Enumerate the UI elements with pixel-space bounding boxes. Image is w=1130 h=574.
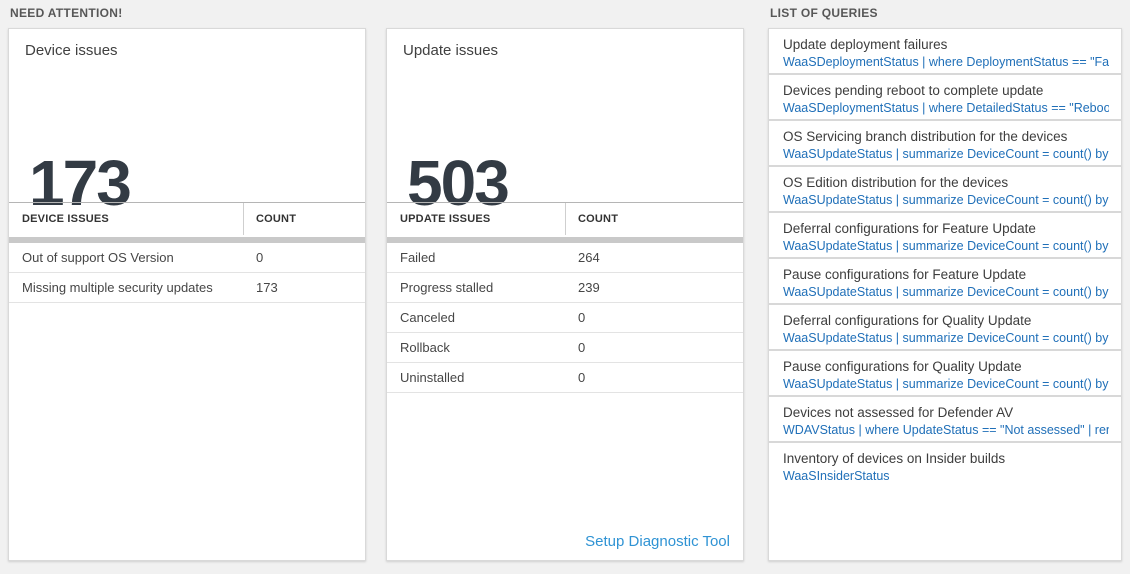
column-header-count: COUNT: [256, 213, 297, 225]
device-issues-tile[interactable]: Device issues 173 DEVICE ISSUES COUNT Ou…: [8, 28, 366, 561]
device-issues-table: DEVICE ISSUES COUNT Out of support OS Ve…: [9, 202, 365, 303]
table-scrollbar[interactable]: [9, 237, 365, 243]
query-text[interactable]: WaaSDeploymentStatus | where DetailedSta…: [783, 101, 1109, 115]
issue-count: 173: [256, 280, 278, 295]
query-text[interactable]: WaaSInsiderStatus: [783, 469, 890, 483]
table-row[interactable]: Out of support OS Version 0: [9, 243, 365, 273]
issue-label: Canceled: [400, 310, 455, 325]
update-issues-total: 503: [407, 147, 510, 219]
column-header-update-issues: UPDATE ISSUES: [387, 203, 566, 235]
table-row[interactable]: Rollback 0: [387, 333, 743, 363]
query-title: Update deployment failures: [783, 37, 948, 52]
query-text[interactable]: WDAVStatus | where UpdateStatus == "Not …: [783, 423, 1109, 437]
query-item-deferral-feature-update[interactable]: Deferral configurations for Feature Upda…: [769, 213, 1121, 259]
issue-count: 0: [578, 340, 586, 355]
query-text[interactable]: WaaSUpdateStatus | summarize DeviceCount…: [783, 147, 1109, 161]
column-header-count: COUNT: [578, 213, 619, 225]
query-text[interactable]: WaaSUpdateStatus | summarize DeviceCount…: [783, 285, 1109, 299]
query-item-pause-feature-update[interactable]: Pause configurations for Feature Update …: [769, 259, 1121, 305]
query-text[interactable]: WaaSUpdateStatus | summarize DeviceCount…: [783, 377, 1109, 391]
query-item-insider-builds-inventory[interactable]: Inventory of devices on Insider builds W…: [769, 443, 1121, 542]
query-item-os-edition-distribution[interactable]: OS Edition distribution for the devices …: [769, 167, 1121, 213]
table-row[interactable]: Canceled 0: [387, 303, 743, 333]
query-title: Deferral configurations for Quality Upda…: [783, 313, 1032, 328]
query-item-deferral-quality-update[interactable]: Deferral configurations for Quality Upda…: [769, 305, 1121, 351]
update-issues-table: UPDATE ISSUES COUNT Failed 264 Progress …: [387, 202, 743, 393]
query-list-panel: Update deployment failures WaaSDeploymen…: [768, 28, 1122, 561]
issue-label: Out of support OS Version: [22, 250, 174, 265]
need-attention-header: NEED ATTENTION!: [10, 6, 123, 20]
query-item-devices-pending-reboot[interactable]: Devices pending reboot to complete updat…: [769, 75, 1121, 121]
query-title: Pause configurations for Quality Update: [783, 359, 1022, 374]
query-title: OS Servicing branch distribution for the…: [783, 129, 1068, 144]
query-title: Deferral configurations for Feature Upda…: [783, 221, 1036, 236]
list-of-queries-header: LIST OF QUERIES: [770, 6, 878, 20]
update-issues-title: Update issues: [403, 42, 499, 59]
query-title: OS Edition distribution for the devices: [783, 175, 1009, 190]
query-text[interactable]: WaaSDeploymentStatus | where DeploymentS…: [783, 55, 1109, 69]
column-header-device-issues: DEVICE ISSUES: [9, 203, 244, 235]
issue-label: Uninstalled: [400, 370, 465, 385]
issue-count: 239: [578, 280, 600, 295]
query-item-update-deployment-failures[interactable]: Update deployment failures WaaSDeploymen…: [769, 29, 1121, 75]
issue-count: 0: [256, 250, 264, 265]
table-row[interactable]: Uninstalled 0: [387, 363, 743, 393]
query-text[interactable]: WaaSUpdateStatus | summarize DeviceCount…: [783, 331, 1109, 345]
issue-label: Rollback: [400, 340, 450, 355]
query-item-defender-av-not-assessed[interactable]: Devices not assessed for Defender AV WDA…: [769, 397, 1121, 443]
query-item-os-servicing-branch[interactable]: OS Servicing branch distribution for the…: [769, 121, 1121, 167]
query-item-pause-quality-update[interactable]: Pause configurations for Quality Update …: [769, 351, 1121, 397]
query-text[interactable]: WaaSUpdateStatus | summarize DeviceCount…: [783, 239, 1109, 253]
issue-label: Progress stalled: [400, 280, 494, 295]
query-title: Inventory of devices on Insider builds: [783, 451, 1006, 466]
table-header: DEVICE ISSUES COUNT: [9, 202, 365, 235]
issue-count: 0: [578, 370, 586, 385]
issue-count: 264: [578, 250, 600, 265]
device-issues-title: Device issues: [25, 42, 118, 59]
device-issues-total: 173: [29, 147, 132, 219]
table-row[interactable]: Failed 264: [387, 243, 743, 273]
table-scrollbar[interactable]: [387, 237, 743, 243]
query-title: Devices not assessed for Defender AV: [783, 405, 1014, 420]
query-title: Devices pending reboot to complete updat…: [783, 83, 1044, 98]
table-row[interactable]: Progress stalled 239: [387, 273, 743, 303]
query-text[interactable]: WaaSUpdateStatus | summarize DeviceCount…: [783, 193, 1109, 207]
update-issues-tile[interactable]: Update issues 503 UPDATE ISSUES COUNT Fa…: [386, 28, 744, 561]
table-header: UPDATE ISSUES COUNT: [387, 202, 743, 235]
issue-label: Missing multiple security updates: [22, 280, 213, 295]
table-row[interactable]: Missing multiple security updates 173: [9, 273, 365, 303]
query-title: Pause configurations for Feature Update: [783, 267, 1027, 282]
issue-count: 0: [578, 310, 586, 325]
setup-diagnostic-tool-link[interactable]: Setup Diagnostic Tool: [585, 533, 730, 550]
issue-label: Failed: [400, 250, 436, 265]
